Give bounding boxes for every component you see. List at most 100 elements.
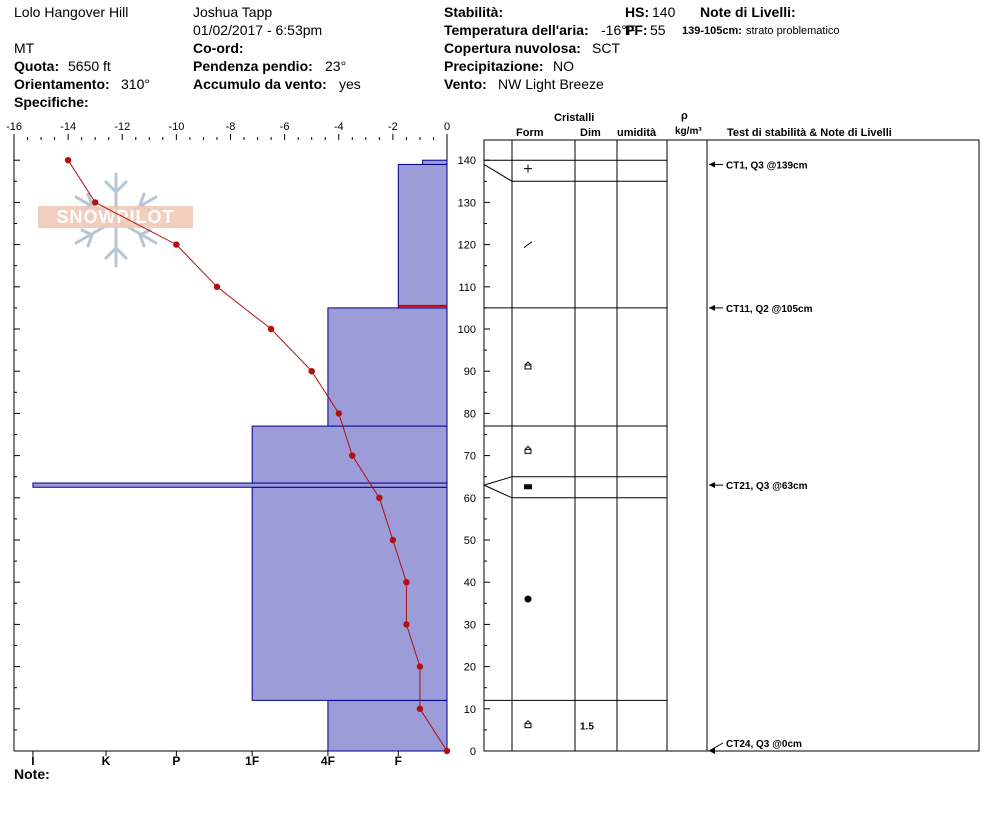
slope-label: Pendenza pendio: (193, 58, 313, 74)
location-name: Lolo Hangover Hill (14, 4, 129, 20)
pf-value: 55 (650, 22, 666, 38)
hardness-bar (397, 163, 448, 309)
hardness-bar (32, 482, 448, 488)
stability-test-label: CT21, Q3 @63cm (726, 481, 808, 492)
hardness-tick-label: K (102, 754, 111, 768)
depth-tick-label: 100 (458, 324, 476, 336)
wind-value: NW Light Breeze (498, 76, 604, 92)
faceted-symbol (524, 445, 532, 450)
temperature-point (308, 368, 315, 375)
elevation-label: Quota: (14, 58, 60, 74)
depth-tick-label: 40 (464, 577, 476, 589)
pf-label: PF: (625, 22, 648, 38)
temperature-tick-label: -6 (280, 121, 290, 133)
stability-test-label: CT11, Q2 @105cm (726, 304, 813, 315)
crystal-forms: 1.5 (523, 164, 594, 733)
temperature-tick-label: -12 (114, 121, 130, 133)
depth-tick-label: 10 (464, 704, 476, 716)
temperature-point (267, 325, 275, 333)
size-header: Dim (580, 127, 601, 139)
temperature-point (416, 705, 424, 712)
rho-header: ρ (681, 110, 688, 122)
temperature-tick-label: -10 (168, 121, 184, 133)
wind-label: Vento: (444, 76, 487, 92)
layer-note-text: strato problematico (746, 25, 840, 37)
layer-table-frame (483, 139, 980, 752)
temperature-tick-label: -4 (334, 121, 344, 133)
elevation-value: 5650 ft (68, 58, 111, 74)
stability-tests: CT1, Q3 @139cm CT11, Q2 @105cm CT21, Q3 @6… (708, 160, 813, 754)
layer-connector (483, 484, 513, 499)
temperature-point (173, 241, 180, 248)
temperature-point (403, 621, 410, 628)
temperature-point (335, 410, 342, 417)
temperature-point (91, 199, 99, 206)
air-temp-value: -16°F (601, 22, 636, 38)
depth-tick-label: 80 (464, 408, 476, 420)
depth-tick-label: 130 (458, 197, 476, 209)
cloud-label: Copertura nuvolosa: (444, 40, 581, 56)
faceted-symbol (524, 361, 532, 366)
depth-tick-label: 90 (464, 366, 476, 378)
cloud-value: SCT (592, 40, 620, 56)
hardness-bar (327, 307, 448, 427)
depth-tick-label: 0 (470, 746, 476, 758)
temperature-tick-label: 0 (444, 121, 450, 133)
stability-test-label: CT1, Q3 @139cm (726, 160, 808, 171)
hs-label: HS: (625, 4, 650, 20)
depth-tick-label: 60 (464, 493, 476, 505)
decomposing-symbol (523, 241, 533, 249)
stability-test-label: CT24, Q3 @0cm (726, 739, 802, 750)
temperature-point (376, 494, 383, 501)
faceted-symbol (524, 719, 532, 725)
temperature-point (389, 536, 397, 544)
hardness-tick-label: I (31, 754, 34, 768)
tests-header: Test di stabilità & Note di Livelli (727, 127, 892, 139)
depth-tick-label: 120 (458, 240, 476, 252)
crystals-header: Cristalli (554, 112, 595, 124)
state: MT (14, 40, 35, 56)
temperature-profile (64, 157, 451, 755)
temperature-tick-label: -14 (60, 121, 76, 133)
wind-loading-value: yes (339, 76, 361, 92)
layer-connector (483, 163, 513, 182)
precip-label: Precipitazione: (444, 58, 544, 74)
specifics-label: Specifiche: (14, 94, 89, 110)
layer-notes-label: Note di Livelli: (700, 4, 796, 20)
observation-datetime: 01/02/2017 - 6:53pm (193, 22, 323, 38)
faceted-symbol (524, 723, 532, 729)
crust-symbol (524, 484, 532, 490)
crystal-size-label: 1.5 (580, 722, 594, 733)
hardness-profile (32, 159, 448, 752)
density-unit-header: kg/m³ (675, 126, 702, 137)
temperature-axis: -16 -14 -12 -10 -8 -6 -4 -2 0 (6, 121, 450, 140)
temperature-point (403, 579, 410, 586)
faceted-symbol (524, 448, 532, 454)
slope-value: 23° (325, 58, 347, 74)
hardness-bar (251, 486, 448, 701)
layer-note-range: 139-105cm: (682, 25, 742, 37)
wind-loading-label: Accumulo da vento: (193, 76, 327, 92)
temperature-point (64, 157, 72, 164)
snowpilot-watermark: SNOWPILOT (38, 172, 193, 268)
aspect-value: 310° (121, 76, 150, 92)
temperature-point (213, 283, 221, 290)
precip-value: NO (553, 58, 574, 74)
depth-tick-label: 30 (464, 619, 476, 631)
test-arrow-head (709, 482, 715, 489)
air-temp-label: Temperatura dell'aria: (444, 22, 589, 38)
moisture-header: umidità (617, 127, 657, 139)
temperature-point (443, 747, 451, 755)
hardness-bar (327, 699, 448, 752)
hardness-tick-label: P (172, 754, 180, 768)
depth-tick-label: 50 (464, 535, 476, 547)
aspect-label: Orientamento: (14, 76, 110, 92)
faceted-symbol (524, 364, 532, 370)
test-arrow-line (708, 742, 724, 752)
depth-tick-label: 70 (464, 451, 476, 463)
temperature-tick-label: -2 (388, 121, 398, 133)
hardness-tick-label: 4F (321, 754, 335, 768)
test-arrow-head (709, 748, 715, 754)
test-arrow-head (709, 304, 715, 311)
layer-boundaries (483, 159, 667, 752)
